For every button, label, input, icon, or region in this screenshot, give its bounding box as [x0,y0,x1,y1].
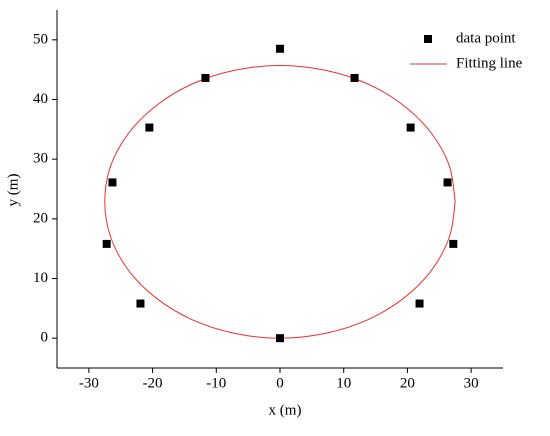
data-point [276,334,284,343]
y-tick-label: 10 [33,270,48,286]
data-point [136,299,145,308]
data-point [145,123,154,132]
x-tick-label: -30 [79,375,99,391]
legend-swatch [424,35,432,43]
x-tick-label: 10 [336,375,351,391]
fitting-line [104,64,456,339]
x-tick-label: 20 [400,375,415,391]
legend-label: data point [456,30,516,46]
x-tick-label: -20 [143,375,163,391]
y-axis-title: y (m) [5,174,21,207]
y-tick-label: 0 [41,330,49,346]
data-point [201,74,210,83]
x-tick-label: 30 [464,375,479,391]
y-tick-label: 30 [33,151,48,167]
legend-label: Fitting line [456,55,523,71]
data-point [443,178,452,187]
x-axis-title: x (m) [269,402,302,418]
y-tick-label: 50 [33,31,48,47]
x-tick-label: 0 [276,375,284,391]
y-tick-label: 40 [33,91,48,107]
data-point [108,178,117,187]
data-point [102,239,111,248]
data-point [350,74,359,83]
y-tick-label: 20 [33,210,48,226]
data-point [415,299,424,308]
data-point [449,239,458,248]
data-point [276,44,284,53]
data-point [406,123,415,132]
x-tick-label: -10 [206,375,226,391]
